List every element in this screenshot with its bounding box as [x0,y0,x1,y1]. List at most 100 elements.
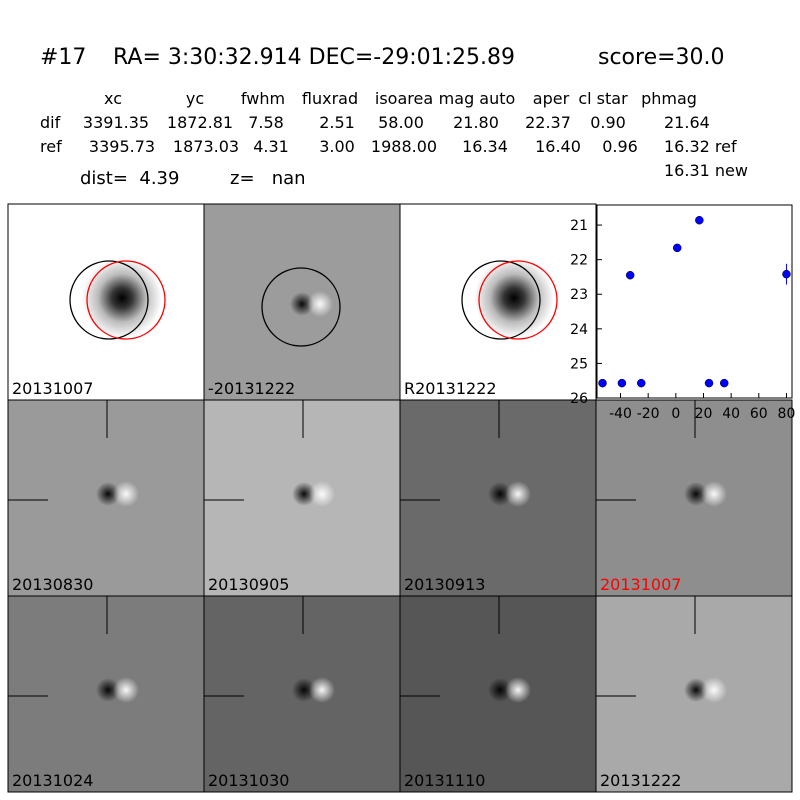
x-tick-label: -20 [637,406,660,422]
residual-bright [309,677,335,703]
column-header: isoarea [375,89,433,108]
galaxy [82,258,162,338]
point [704,378,714,388]
y-tick-label: 22 [570,253,588,269]
table-cell: 16.40 [535,137,581,156]
aperture [461,260,541,340]
row-label: dif [40,113,61,132]
y-tick-label: 26 [570,391,588,407]
table-cell: 21.64 [664,113,710,132]
stamp-label: R20131222 [404,379,497,398]
row-label: ref [40,137,62,156]
residual-dark [488,678,512,702]
point [672,243,682,253]
residual-bright [701,677,727,703]
residual-dark [292,678,316,702]
x-tick-label: 0 [671,406,680,422]
stamp-label: 20131030 [208,771,289,790]
table-cell: 21.80 [453,113,499,132]
table-cell: 58.00 [378,113,424,132]
residual-bright [309,481,335,507]
stamp-label: -20131222 [208,379,295,398]
stamp: 20131007 [7,203,205,401]
stamp: 20131110 [399,595,597,793]
residual-bright [307,291,333,317]
residual-dark [292,482,316,506]
column-header: xc [104,89,122,108]
x-tick-label: -40 [609,406,632,422]
table-cell: 7.58 [248,113,284,132]
point [782,269,791,279]
residual-dark [96,482,120,506]
table-cell: 4.31 [253,137,289,156]
table-cell: 16.32 ref [664,137,737,156]
point [617,378,627,388]
table-cell: 0.96 [602,137,638,156]
table-cell: 1872.81 [167,113,233,132]
stamp-label: 20130913 [404,575,485,594]
x-tick-label: 20 [695,406,713,422]
x-tick-label: 80 [778,406,796,422]
stamp-label: 20131110 [404,771,485,790]
stamp-label: 20130830 [12,575,93,594]
residual-dark [96,678,120,702]
column-header: mag auto [439,89,516,108]
phmag-new: 16.31 new [664,161,748,180]
stamp: 20130905 [203,399,401,597]
table-cell: 1873.03 [173,137,239,156]
residual-dark [684,678,708,702]
coordinates: RA= 3:30:32.914 DEC=-29:01:25.89 [113,45,515,70]
y-tick-label: 21 [570,218,588,234]
table-cell: 3391.35 [83,113,149,132]
aperture [261,267,341,347]
table-cell: 1988.00 [371,137,437,156]
residual-dark [488,482,512,506]
y-tick-label: 24 [570,322,588,338]
table-cell: 22.37 [525,113,571,132]
score: score=30.0 [598,45,725,70]
stamp: -20131222 [203,203,401,401]
point [719,378,729,388]
column-header: cl star [578,89,628,108]
x-tick-label: 60 [750,406,768,422]
plot-area [596,204,793,399]
point [625,270,635,280]
candidate-id: #17 [40,45,86,70]
stamp: 20131007 [595,399,793,597]
point [598,378,607,388]
point [637,378,646,388]
residual-bright [113,481,139,507]
column-header: yc [186,89,204,108]
stamp: 20131222 [595,595,793,793]
residual-dark [290,292,314,316]
table-cell: 3.00 [319,137,355,156]
residual-bright [701,481,727,507]
column-header: fwhm [241,89,285,108]
stamp-label: 20131222 [600,771,681,790]
stamp: 20130913 [399,399,597,597]
stamp-label: 20131007 [600,575,681,594]
stamp-label: 20130905 [208,575,289,594]
residual-dark [684,482,708,506]
stamp-label: 20131024 [12,771,93,790]
aperture [69,260,149,340]
table-cell: 16.34 [462,137,508,156]
table-cell: 3395.73 [89,137,155,156]
y-tick-label: 23 [570,287,588,303]
aperture [86,260,166,340]
stamp-label: 20131007 [12,379,93,398]
x-tick-label: 40 [722,406,740,422]
residual-bright [113,677,139,703]
column-header: phmag [641,89,697,108]
column-header: aper [533,89,570,108]
table-cell: 2.51 [319,113,355,132]
table-cell: 0.90 [590,113,626,132]
stamp: 20130830 [7,399,205,597]
stamp-grid: 20131007 -20131222 R20131222 20130830 201309… [7,203,793,793]
stamp: 20131024 [7,595,205,793]
column-header: fluxrad [302,89,358,108]
aperture [478,260,558,340]
redshift: z= nan [230,168,306,189]
residual-bright [505,481,531,507]
